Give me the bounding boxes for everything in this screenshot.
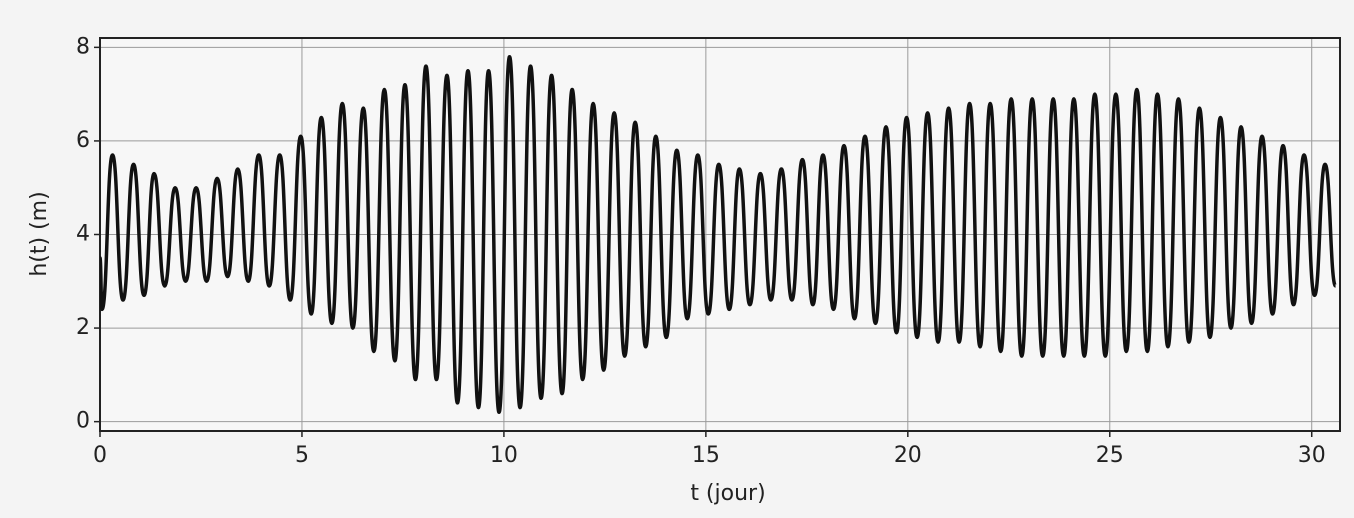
x-tick-label: 0: [93, 443, 107, 468]
x-tick-label: 25: [1096, 443, 1124, 468]
y-tick-label: 2: [76, 315, 90, 340]
x-axis-label: t (jour): [690, 481, 765, 506]
x-tick-label: 15: [692, 443, 720, 468]
x-tick-label: 10: [490, 443, 518, 468]
y-tick-label: 6: [76, 128, 90, 153]
y-tick-label: 4: [76, 222, 90, 247]
x-tick-label: 30: [1298, 443, 1326, 468]
plot-frame: [99, 37, 1341, 432]
line-series: [100, 54, 1338, 415]
y-tick-label: 0: [76, 409, 90, 434]
x-tick-label: 20: [894, 443, 922, 468]
y-axis-label: h(t) (m): [27, 191, 52, 276]
x-tick-label: 5: [295, 443, 309, 468]
y-tick-label: 8: [76, 34, 90, 59]
